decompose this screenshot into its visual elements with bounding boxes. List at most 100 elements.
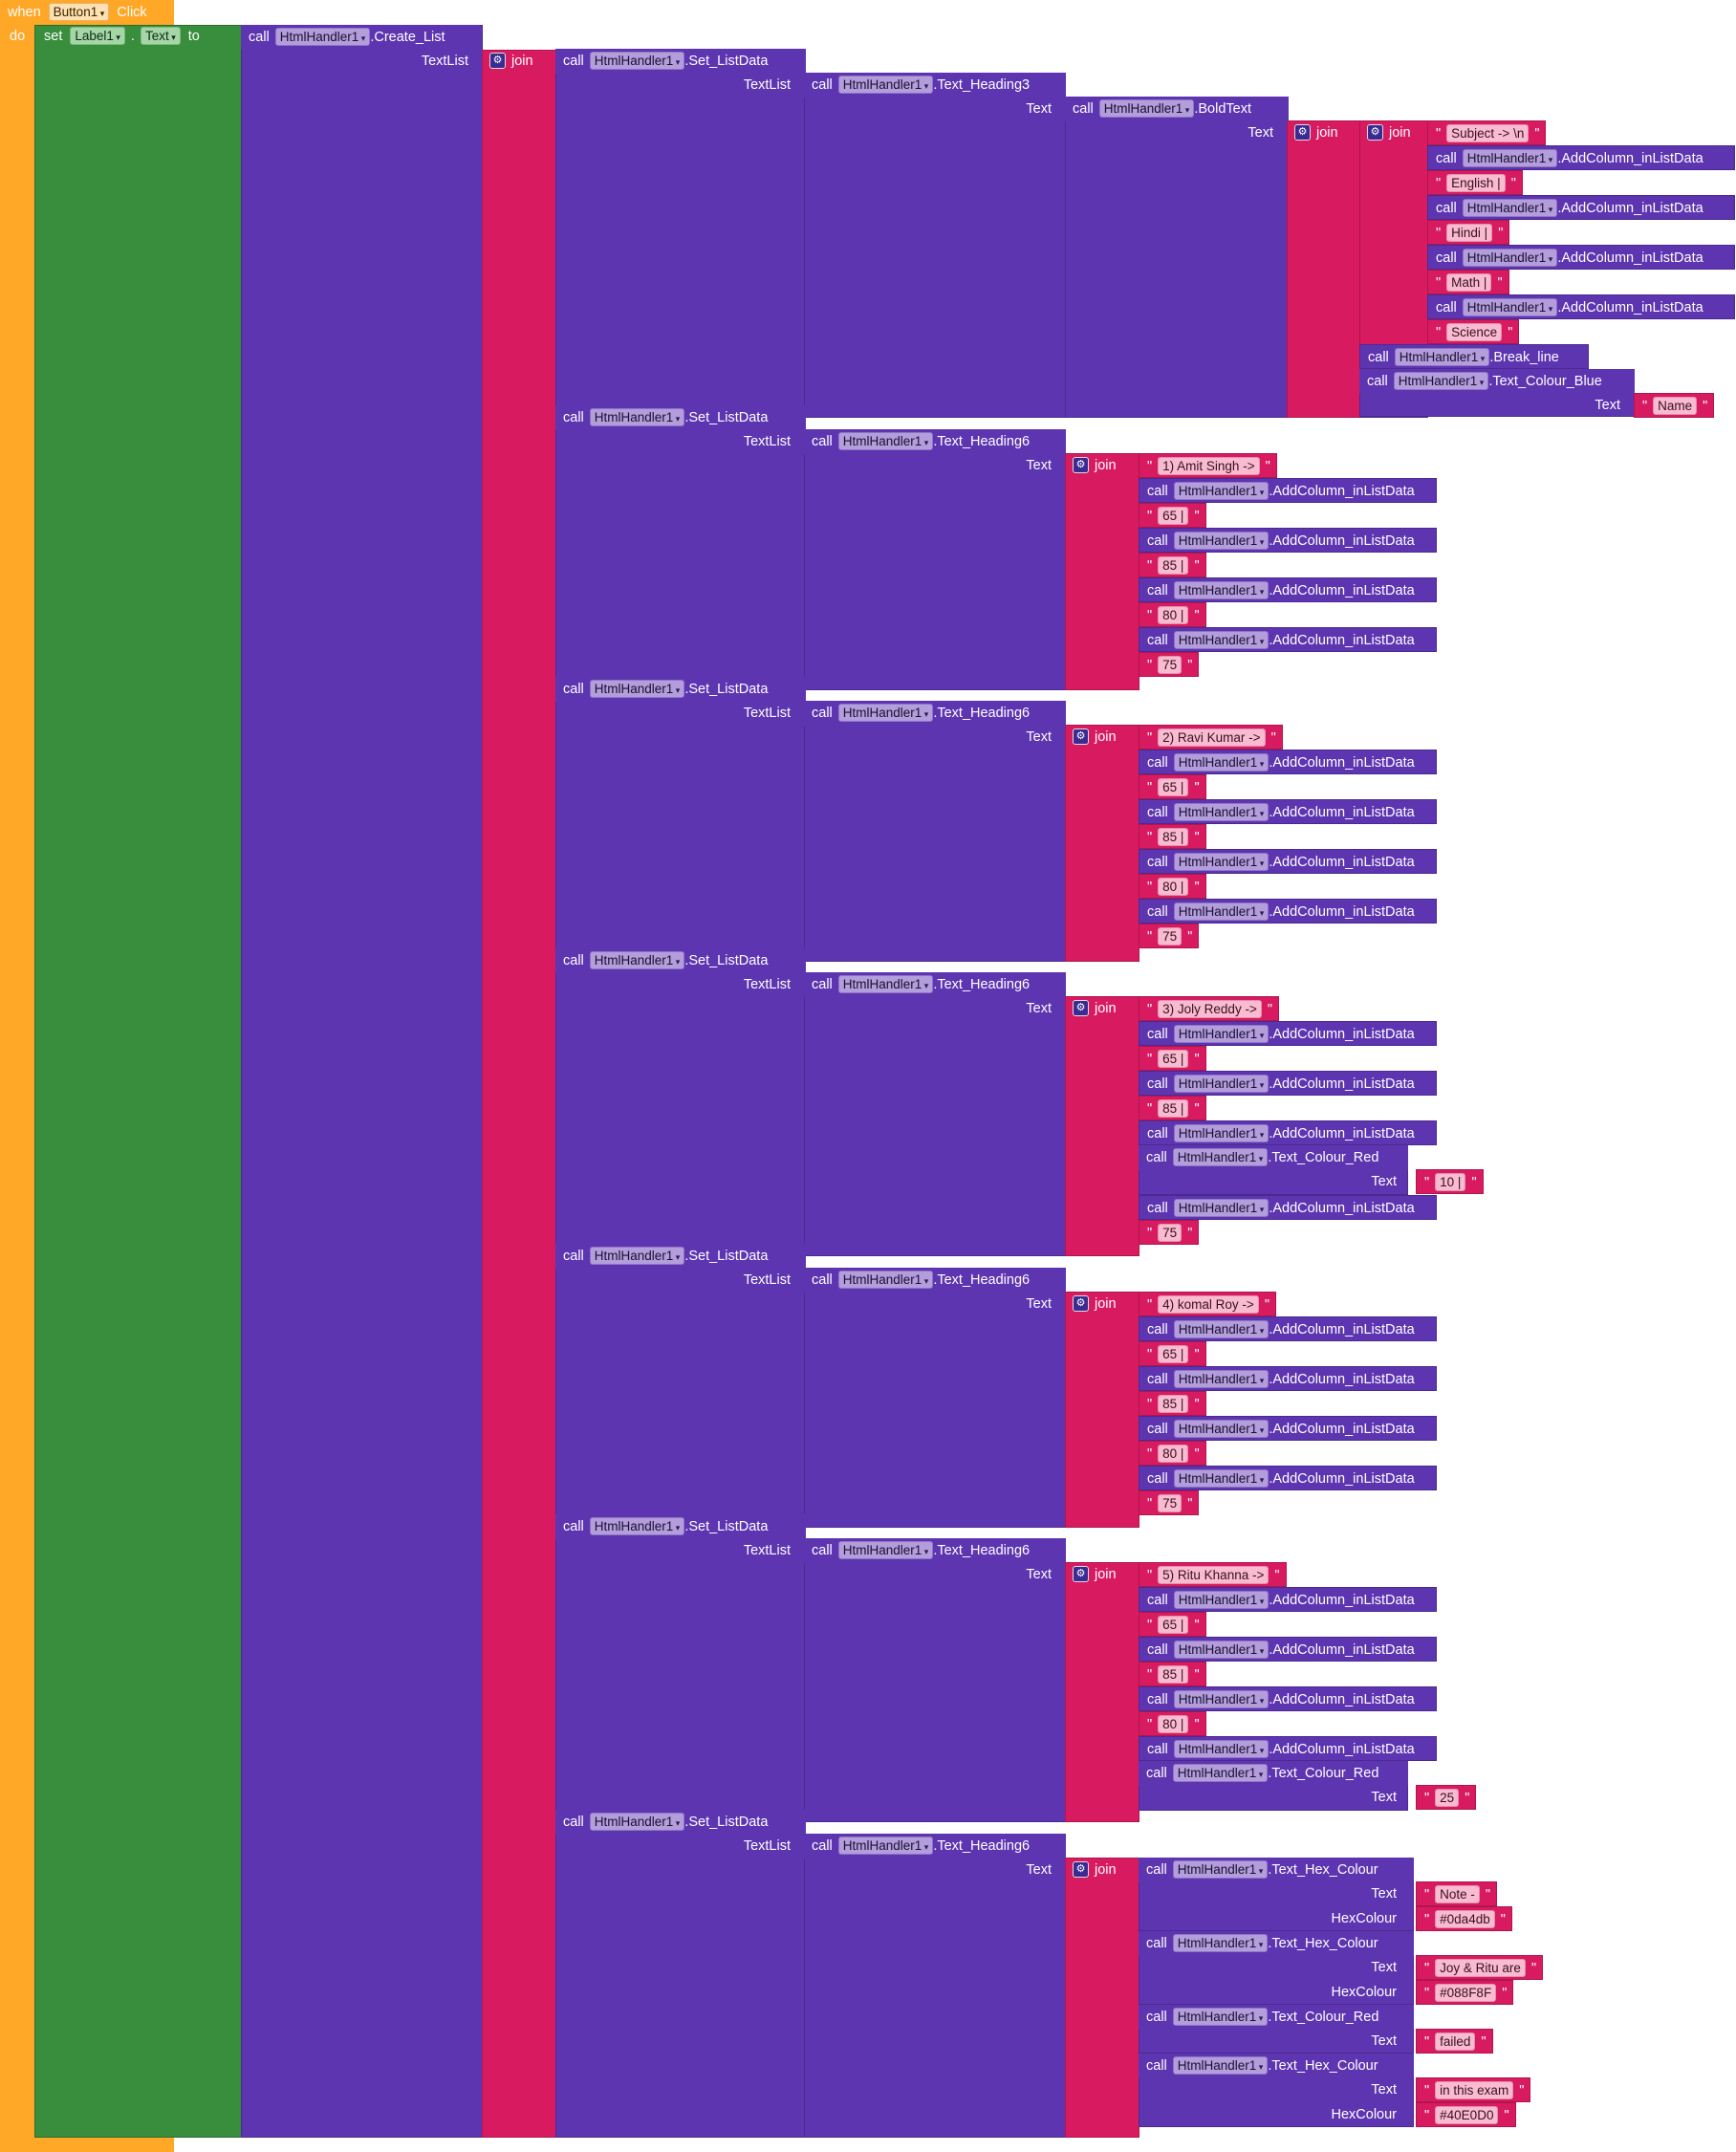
string-mark[interactable]: " 85 | " [1139,1096,1206,1120]
component-dropdown[interactable]: HtmlHandler1 [1172,1147,1269,1166]
component-dropdown[interactable]: HtmlHandler1 [1173,852,1269,871]
component-dropdown[interactable]: HtmlHandler1 [1173,752,1269,772]
join-block[interactable] [1065,453,1139,690]
text-value[interactable]: in this exam [1435,2080,1514,2099]
string-mark[interactable]: " 75 " [1139,924,1200,948]
text-value[interactable]: Math | [1446,272,1492,292]
set-listdata-call[interactable]: call HtmlHandler1.Set_ListData [555,948,806,973]
heading-block[interactable] [804,973,1066,1256]
mutator-gear-icon[interactable]: ⚙ [1073,728,1089,745]
string-student-name[interactable]: " 2) Ravi Kumar -> " [1139,725,1283,750]
set-property-dropdown[interactable]: Text [140,26,181,45]
set-listdata-block[interactable] [555,961,806,1256]
text-value[interactable]: 65 | [1158,1049,1189,1068]
text-value[interactable]: 10 | [1435,1172,1466,1191]
component-dropdown[interactable]: HtmlHandler1 [837,1270,934,1289]
string-mark[interactable]: " 75 " [1139,1220,1200,1245]
text-value[interactable]: 85 | [1158,1664,1189,1684]
join-header[interactable]: ⚙ join [1073,1292,1117,1316]
string-hex[interactable]: " #088F8F " [1416,1980,1514,2005]
set-listdata-call[interactable]: call HtmlHandler1.Set_ListData [555,1514,806,1539]
component-dropdown[interactable]: HtmlHandler1 [1462,198,1558,217]
component-dropdown[interactable]: HtmlHandler1 [1173,1198,1269,1217]
component-dropdown[interactable]: HtmlHandler1 [589,1246,685,1265]
component-dropdown[interactable]: HtmlHandler1 [1394,347,1490,366]
component-dropdown[interactable]: HtmlHandler1 [1173,580,1269,599]
set-block[interactable] [34,25,242,2138]
text-value[interactable]: 65 | [1158,777,1189,796]
component-dropdown[interactable]: HtmlHandler1 [1173,1074,1269,1093]
text-value[interactable]: Science [1446,322,1503,341]
component-dropdown[interactable]: HtmlHandler1 [1173,1123,1269,1142]
join-block[interactable] [1287,120,1361,418]
string-mark[interactable]: " 80 | " [1139,1711,1206,1736]
string-mark[interactable]: " 85 | " [1139,1662,1206,1686]
set-listdata-block[interactable] [555,1822,806,2138]
component-dropdown[interactable]: HtmlHandler1 [589,679,685,698]
component-dropdown[interactable]: HtmlHandler1 [1462,248,1558,267]
heading-block[interactable] [804,1269,1066,1528]
string-student-name[interactable]: " 4) komal Roy -> " [1139,1292,1276,1316]
create-list-call[interactable]: call HtmlHandler1.Create_List [241,25,480,50]
string-mark[interactable]: " 80 | " [1139,874,1206,899]
component-dropdown[interactable]: HtmlHandler1 [837,974,934,993]
join-header[interactable]: ⚙ join [1073,1858,1117,1882]
text-value[interactable]: 65 | [1158,506,1189,525]
text-value[interactable]: 85 | [1158,827,1189,846]
string-red-mark[interactable]: " 10 | " [1416,1169,1484,1194]
text-value[interactable]: Hindi | [1446,223,1493,242]
component-dropdown[interactable]: HtmlHandler1 [837,431,934,450]
string-mark[interactable]: " 65 | " [1139,774,1206,799]
mutator-gear-icon[interactable]: ⚙ [489,52,506,69]
break-line-call[interactable]: call HtmlHandler1.Break_line [1359,344,1589,369]
component-dropdown[interactable]: HtmlHandler1 [589,1812,685,1831]
component-dropdown[interactable]: HtmlHandler1 [1172,1763,1269,1782]
mutator-gear-icon[interactable]: ⚙ [1073,1294,1089,1312]
string-mark[interactable]: " 80 | " [1139,602,1206,627]
set-listdata-block[interactable] [555,689,806,962]
text-value[interactable]: English | [1446,173,1506,192]
component-dropdown[interactable]: HtmlHandler1 [1173,902,1269,921]
addcolumn-call[interactable]: call HtmlHandler1.AddColumn_inListData [1139,1366,1437,1391]
component-dropdown[interactable]: HtmlHandler1 [1173,1369,1269,1388]
text-value[interactable]: 65 | [1158,1344,1189,1363]
colour-red-call[interactable]: call HtmlHandler1.Text_Colour_Red [1139,1761,1408,1786]
text-value[interactable]: 85 | [1158,555,1189,575]
text-value[interactable]: 80 | [1158,1714,1189,1733]
string-text[interactable]: " Joy & Ritu are " [1416,1955,1544,1980]
component-dropdown[interactable]: HtmlHandler1 [1173,1468,1269,1488]
addcolumn-call[interactable]: call HtmlHandler1.AddColumn_inListData [1427,294,1735,319]
text-value[interactable]: 25 [1435,1788,1460,1807]
addcolumn-call[interactable]: call HtmlHandler1.AddColumn_inListData [1139,577,1437,602]
string-red-mark[interactable]: " 25 " [1416,1785,1477,1810]
addcolumn-call[interactable]: call HtmlHandler1.AddColumn_inListData [1139,1686,1437,1711]
text-value[interactable]: 75 [1158,655,1183,674]
text-value[interactable]: Name [1653,396,1698,415]
set-listdata-call[interactable]: call HtmlHandler1.Set_ListData [555,405,806,430]
join-block[interactable] [1065,1562,1139,1822]
text-value[interactable]: Joy & Ritu are [1435,1958,1526,1977]
addcolumn-call[interactable]: call HtmlHandler1.AddColumn_inListData [1139,528,1437,553]
set-listdata-block[interactable] [555,61,806,418]
text-value[interactable]: #088F8F [1435,1983,1497,2002]
component-dropdown[interactable]: HtmlHandler1 [1173,802,1269,821]
heading-block[interactable] [804,1835,1066,2138]
component-dropdown[interactable]: HtmlHandler1 [589,950,685,969]
string-student-name[interactable]: " 5) Ritu Khanna -> " [1139,1562,1287,1587]
component-dropdown[interactable]: HtmlHandler1 [1172,2055,1269,2075]
join-header[interactable]: ⚙ join [1073,996,1117,1021]
join-header[interactable]: ⚙ join [1073,453,1117,478]
set-component-dropdown[interactable]: Label1 [70,26,125,45]
string-student-name[interactable]: " 3) Joly Reddy -> " [1139,996,1279,1021]
colour-red-call[interactable]: call HtmlHandler1.Text_Colour_Red [1139,1145,1408,1170]
component-dropdown[interactable]: HtmlHandler1 [1173,1590,1269,1609]
outer-join-block[interactable] [482,50,556,2138]
join-header[interactable]: ⚙ join [1073,725,1117,750]
addcolumn-call[interactable]: call HtmlHandler1.AddColumn_inListData [1139,478,1437,503]
addcolumn-call[interactable]: call HtmlHandler1.AddColumn_inListData [1427,145,1735,170]
string-subject[interactable]: " Subject -> \n " [1427,120,1547,145]
string-mark[interactable]: " 85 | " [1139,824,1206,849]
